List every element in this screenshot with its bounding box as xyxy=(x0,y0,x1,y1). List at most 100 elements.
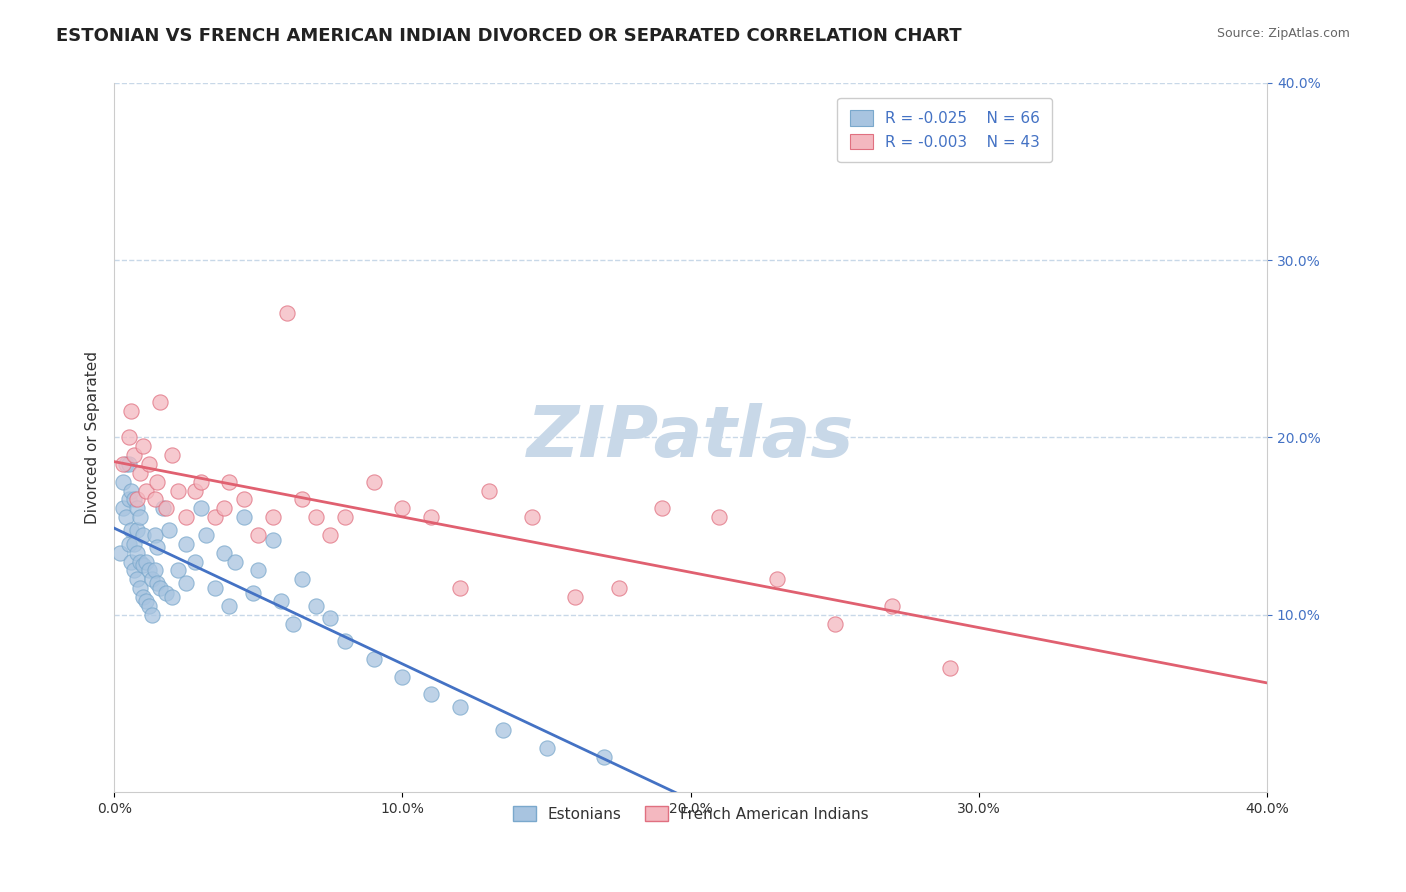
Point xyxy=(146,541,169,555)
Point xyxy=(143,492,166,507)
Point xyxy=(281,616,304,631)
Point xyxy=(117,430,139,444)
Point xyxy=(593,749,616,764)
Point xyxy=(224,555,246,569)
Point xyxy=(132,439,155,453)
Point xyxy=(129,555,152,569)
Point xyxy=(709,510,731,524)
Point xyxy=(195,528,218,542)
Point xyxy=(127,501,149,516)
Point xyxy=(824,616,846,631)
Point xyxy=(391,501,413,516)
Point xyxy=(247,563,270,577)
Legend: Estonians, French American Indians: Estonians, French American Indians xyxy=(501,794,880,834)
Point xyxy=(536,740,558,755)
Point xyxy=(333,510,356,524)
Point xyxy=(132,528,155,542)
Point xyxy=(247,528,270,542)
Point xyxy=(166,483,188,498)
Point xyxy=(114,510,136,524)
Point xyxy=(607,581,630,595)
Point xyxy=(129,510,152,524)
Point xyxy=(319,528,342,542)
Point xyxy=(333,634,356,648)
Point xyxy=(146,475,169,489)
Point xyxy=(882,599,904,613)
Point xyxy=(117,457,139,471)
Point xyxy=(155,586,177,600)
Point xyxy=(262,510,284,524)
Point xyxy=(449,699,471,714)
Point xyxy=(121,404,143,418)
Point xyxy=(117,537,139,551)
Point xyxy=(290,492,312,507)
Point xyxy=(276,306,298,320)
Point xyxy=(111,475,134,489)
Point xyxy=(124,448,146,462)
Point xyxy=(204,581,226,595)
Point xyxy=(152,501,174,516)
Point xyxy=(766,572,789,586)
Point xyxy=(157,523,180,537)
Point xyxy=(184,555,207,569)
Point xyxy=(270,593,292,607)
Point xyxy=(305,599,328,613)
Point xyxy=(135,483,157,498)
Point xyxy=(135,593,157,607)
Point xyxy=(129,466,152,480)
Point xyxy=(204,510,226,524)
Point xyxy=(129,581,152,595)
Point xyxy=(174,510,197,524)
Point xyxy=(184,483,207,498)
Y-axis label: Divorced or Separated: Divorced or Separated xyxy=(86,351,100,524)
Point xyxy=(218,475,240,489)
Point xyxy=(141,572,163,586)
Point xyxy=(124,537,146,551)
Point xyxy=(160,590,183,604)
Point xyxy=(363,652,385,666)
Point xyxy=(117,492,139,507)
Point xyxy=(124,563,146,577)
Point xyxy=(242,586,264,600)
Point xyxy=(143,563,166,577)
Point xyxy=(127,523,149,537)
Point xyxy=(212,501,235,516)
Point xyxy=(121,483,143,498)
Point xyxy=(218,599,240,613)
Point xyxy=(146,575,169,590)
Text: ZIPatlas: ZIPatlas xyxy=(527,403,855,472)
Point xyxy=(166,563,188,577)
Point xyxy=(155,501,177,516)
Point xyxy=(138,599,160,613)
Point xyxy=(420,510,443,524)
Point xyxy=(121,555,143,569)
Point xyxy=(124,492,146,507)
Point xyxy=(262,533,284,548)
Point xyxy=(305,510,328,524)
Point xyxy=(127,572,149,586)
Point xyxy=(290,572,312,586)
Point xyxy=(127,546,149,560)
Point xyxy=(391,670,413,684)
Point xyxy=(114,457,136,471)
Point xyxy=(492,723,515,737)
Point xyxy=(160,448,183,462)
Point xyxy=(520,510,543,524)
Point xyxy=(363,475,385,489)
Point xyxy=(232,492,254,507)
Point xyxy=(174,537,197,551)
Point xyxy=(135,555,157,569)
Point xyxy=(138,457,160,471)
Point xyxy=(138,563,160,577)
Point xyxy=(651,501,673,516)
Text: ESTONIAN VS FRENCH AMERICAN INDIAN DIVORCED OR SEPARATED CORRELATION CHART: ESTONIAN VS FRENCH AMERICAN INDIAN DIVOR… xyxy=(56,27,962,45)
Point xyxy=(149,395,172,409)
Point xyxy=(132,558,155,572)
Point xyxy=(449,581,471,595)
Point xyxy=(149,581,172,595)
Point xyxy=(212,546,235,560)
Point xyxy=(121,523,143,537)
Point xyxy=(564,590,586,604)
Point xyxy=(939,661,962,675)
Point xyxy=(132,590,155,604)
